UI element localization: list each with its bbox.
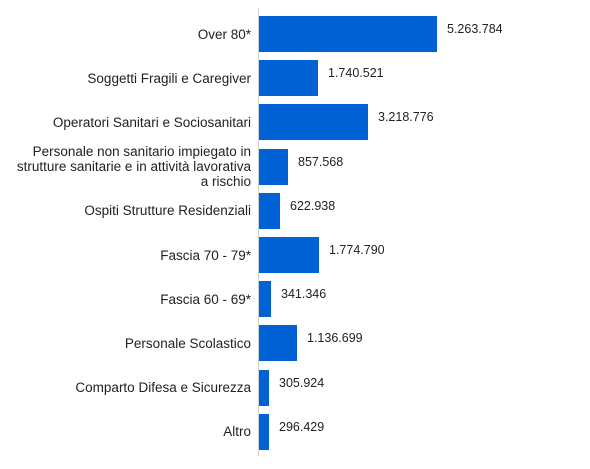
value-label: 857.568 [298, 154, 344, 169]
bar [259, 16, 437, 52]
bar [259, 192, 280, 229]
bar [259, 325, 297, 362]
category-label: Personale Scolastico [124, 335, 251, 351]
category-label: Soggetti Fragili e Caregiver [87, 70, 251, 86]
category-label: Altro [223, 424, 251, 440]
value-label: 3.218.776 [378, 110, 434, 125]
category-label: Ospiti Strutture Residenziali [84, 203, 251, 219]
value-label: 5.263.784 [447, 22, 503, 36]
value-label: 1.740.521 [328, 66, 384, 81]
value-label: 1.136.699 [307, 331, 363, 346]
value-label: 305.924 [279, 375, 325, 390]
category-label: Over 80* [197, 26, 251, 42]
value-label: 296.429 [279, 419, 325, 434]
bar [259, 104, 368, 141]
bar [259, 237, 319, 273]
bar [259, 413, 269, 450]
bar [259, 281, 271, 318]
value-label: 1.774.790 [329, 243, 385, 257]
category-axis-line [258, 8, 259, 456]
category-label: Operatori Sanitari e Sociosanitari [52, 114, 251, 130]
category-label: Fascia 60 - 69* [160, 291, 251, 307]
category-label: Fascia 70 - 79* [160, 247, 251, 263]
bar [259, 369, 269, 406]
value-label: 341.346 [281, 287, 327, 302]
category-label: Personale non sanitario impiegato in str… [16, 144, 251, 190]
bar [259, 60, 318, 97]
category-label: Comparto Difesa e Sicurezza [75, 380, 251, 396]
bar [259, 148, 288, 185]
value-label: 622.938 [290, 198, 336, 213]
